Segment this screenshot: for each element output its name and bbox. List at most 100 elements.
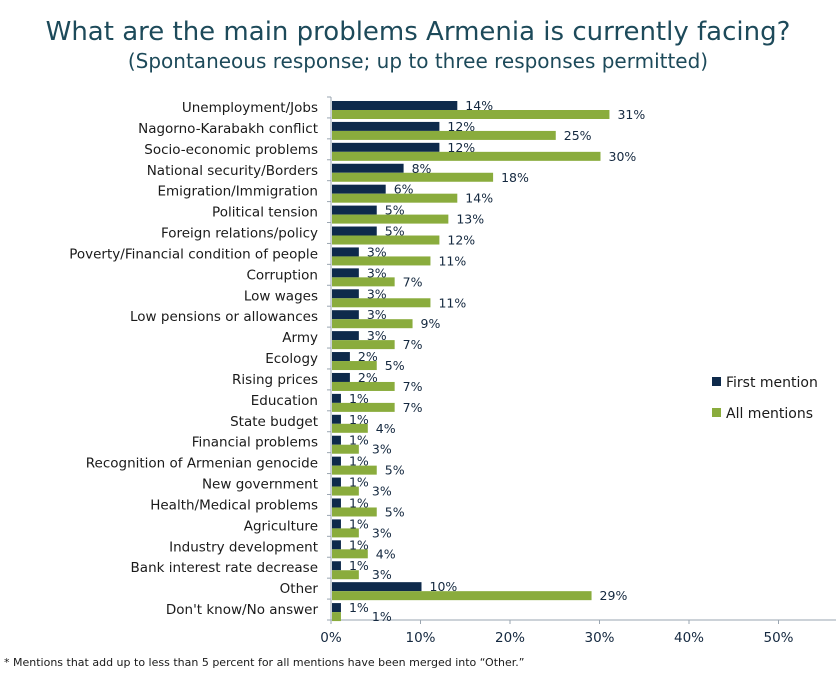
category-label: Corruption (246, 267, 318, 283)
legend: First mention All mentions (712, 375, 818, 422)
category-label: New government (202, 477, 318, 493)
data-label-first-mention: 3% (367, 307, 387, 322)
data-label-first-mention: 3% (367, 244, 387, 259)
bar-first-mention (332, 582, 422, 592)
category-label: National security/Borders (147, 163, 318, 179)
data-label-all-mentions: 5% (385, 358, 405, 373)
category-label: Agriculture (244, 518, 318, 534)
x-tick-label: 30% (584, 630, 614, 646)
category-label: Emigration/Immigration (157, 184, 318, 200)
bar-all-mentions (332, 423, 368, 433)
data-label-first-mention: 1% (349, 516, 369, 531)
bar-first-mention (332, 184, 386, 194)
bar-first-mention (332, 310, 359, 320)
data-label-all-mentions: 5% (385, 504, 405, 519)
category-label: Nagorno-Karabakh conflict (138, 121, 318, 137)
bar-first-mention (332, 435, 341, 445)
bar-first-mention (332, 331, 359, 341)
bar-first-mention (332, 101, 458, 110)
data-label-first-mention: 2% (358, 370, 378, 385)
bar-all-mentions (332, 612, 341, 622)
data-label-first-mention: 1% (349, 433, 369, 448)
x-tick-label: 10% (405, 630, 435, 646)
legend-swatch-all-mentions (712, 408, 721, 417)
bar-first-mention (332, 163, 404, 173)
footnote: * Mentions that add up to less than 5 pe… (4, 656, 524, 669)
category-label: Bank interest rate decrease (131, 560, 318, 576)
category-label: Health/Medical problems (150, 497, 318, 513)
bar-all-mentions (332, 340, 395, 350)
chart-title: What are the main problems Armenia is cu… (46, 17, 791, 47)
bar-first-mention (332, 393, 341, 403)
data-label-all-mentions: 14% (465, 191, 493, 206)
data-label-all-mentions: 3% (372, 525, 392, 540)
category-label: Low wages (244, 288, 318, 304)
data-label-all-mentions: 29% (600, 588, 628, 603)
data-label-first-mention: 3% (367, 328, 387, 343)
category-label: Army (282, 330, 318, 346)
category-label: Ecology (265, 351, 318, 367)
category-label: State budget (230, 414, 318, 430)
data-label-first-mention: 12% (447, 119, 475, 134)
bar-first-mention (332, 477, 341, 487)
data-label-all-mentions: 18% (501, 170, 529, 185)
data-label-first-mention: 1% (349, 412, 369, 427)
bar-all-mentions (332, 507, 377, 517)
category-label: Industry development (169, 539, 318, 555)
data-label-first-mention: 1% (349, 537, 369, 552)
data-label-first-mention: 1% (349, 475, 369, 490)
data-label-all-mentions: 3% (372, 484, 392, 499)
bar-first-mention (332, 247, 359, 257)
category-label: Socio-economic problems (144, 142, 318, 158)
bar-first-mention (332, 498, 341, 508)
data-label-all-mentions: 11% (438, 295, 466, 310)
bar-all-mentions (332, 256, 431, 266)
data-label-first-mention: 3% (367, 265, 387, 280)
bar-all-mentions (332, 214, 449, 224)
x-tick-label: 0% (320, 630, 342, 646)
bar-first-mention (332, 142, 440, 152)
data-label-first-mention: 6% (394, 182, 414, 197)
x-tick-label: 40% (674, 630, 704, 646)
category-label: Education (251, 393, 318, 409)
bar-all-mentions (332, 319, 413, 329)
category-label: Political tension (212, 205, 318, 221)
legend-swatch-first-mention (712, 377, 721, 386)
data-label-all-mentions: 13% (456, 212, 484, 227)
data-label-all-mentions: 7% (403, 400, 423, 415)
bar-all-mentions (332, 361, 377, 371)
bar-all-mentions (332, 591, 592, 601)
data-label-first-mention: 2% (358, 349, 378, 364)
bar-first-mention (332, 456, 341, 466)
bar-all-mentions (332, 172, 494, 182)
legend-label-first-mention: First mention (726, 375, 818, 391)
data-label-all-mentions: 30% (609, 149, 637, 164)
data-label-all-mentions: 4% (376, 421, 396, 436)
data-label-first-mention: 1% (349, 391, 369, 406)
data-label-all-mentions: 1% (372, 609, 392, 624)
chart-subtitle: (Spontaneous response; up to three respo… (128, 49, 708, 73)
bar-all-mentions (332, 465, 377, 475)
x-tick-label: 50% (763, 630, 793, 646)
bar-all-mentions (332, 486, 359, 496)
bar-first-mention (332, 561, 341, 571)
bar-all-mentions (332, 570, 359, 580)
category-label: Recognition of Armenian genocide (86, 456, 318, 472)
category-label: Don't know/No answer (166, 602, 319, 618)
bar-first-mention (332, 372, 350, 382)
bar-all-mentions (332, 110, 610, 119)
category-label: Financial problems (192, 435, 318, 451)
data-label-all-mentions: 5% (385, 463, 405, 478)
data-label-first-mention: 1% (349, 495, 369, 510)
bar-all-mentions (332, 298, 431, 308)
data-label-all-mentions: 25% (564, 128, 592, 143)
data-label-all-mentions: 12% (447, 233, 475, 248)
data-label-first-mention: 3% (367, 286, 387, 301)
bar-first-mention (332, 414, 341, 424)
bar-first-mention (332, 268, 359, 278)
category-label: Unemployment/Jobs (182, 100, 318, 116)
data-label-all-mentions: 9% (421, 316, 441, 331)
bar-first-mention (332, 352, 350, 362)
data-label-first-mention: 5% (385, 224, 405, 239)
